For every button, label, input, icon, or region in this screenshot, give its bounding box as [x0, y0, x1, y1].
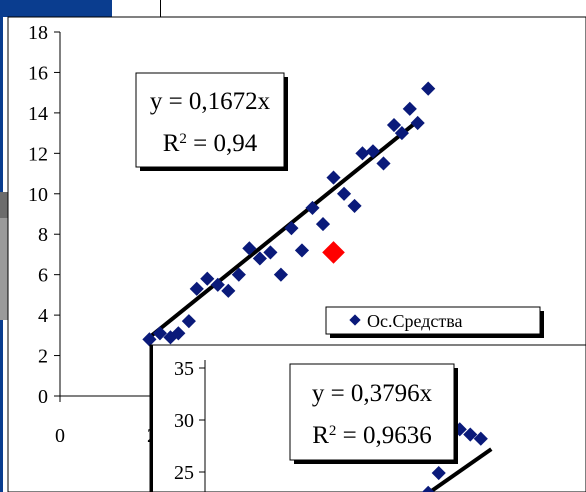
r2-text-secondary: R2 = 0,9636 [312, 422, 432, 449]
data-point [294, 243, 310, 258]
data-point [421, 81, 436, 96]
data-point [386, 117, 402, 133]
data-point [210, 277, 225, 292]
x-tick-label: 0 [55, 425, 65, 447]
data-point [347, 198, 362, 213]
data-point [284, 221, 299, 236]
data-point [263, 245, 278, 260]
scatter-chart-secondary: 35 30 25 y = 0,3796x R2 = 0,9636 [149, 344, 586, 492]
y-tick-label: 10 [28, 184, 48, 206]
data-point [305, 200, 320, 216]
background-blue-stripe [0, 17, 3, 192]
y-tick-label: 4 [38, 305, 48, 327]
data-point [242, 241, 257, 256]
background-title-bar [0, 0, 112, 17]
data-point [231, 267, 246, 282]
y-tick-label-secondary: 30 [174, 410, 194, 432]
trendline-secondary-line [426, 447, 493, 492]
points-main [142, 81, 436, 347]
y-tick-label: 16 [28, 62, 48, 84]
r2-text-main: R2 = 0,94 [163, 130, 258, 157]
data-point-secondary [421, 485, 436, 492]
y-tick-label: 8 [38, 224, 48, 246]
data-point [221, 283, 236, 298]
background-blue-stripe-lower [0, 320, 3, 492]
y-tick-label-secondary: 25 [174, 462, 194, 484]
data-point [355, 146, 370, 161]
data-point [336, 186, 352, 201]
y-tick-label: 6 [38, 265, 48, 287]
data-point [394, 126, 409, 141]
data-point [326, 170, 341, 185]
legend-label: Ос.Средства [367, 311, 463, 331]
background-gray-panel-dark [0, 192, 10, 218]
equation-box-secondary: y = 0,3796x R2 = 0,9636 [289, 363, 458, 464]
data-point [365, 144, 381, 159]
y-ticks-main: 18 16 14 12 10 8 6 4 2 0 [28, 22, 60, 408]
y-tick-label: 0 [38, 386, 48, 408]
data-point [410, 115, 425, 131]
data-point-secondary [473, 431, 488, 446]
y-tick-label-secondary: 35 [174, 358, 194, 380]
y-ticks-secondary: 35 30 25 [174, 358, 205, 484]
y-tick-label: 14 [28, 103, 48, 125]
legend-main: Ос.Средства [325, 306, 544, 338]
y-tick-label: 2 [38, 346, 48, 368]
equation-box-main: y = 0,1672x R2 = 0,94 [135, 72, 288, 171]
data-point [171, 326, 186, 341]
data-point [376, 156, 391, 171]
data-point [200, 271, 215, 286]
trendline-secondary [426, 447, 493, 492]
data-point [142, 332, 157, 347]
y-tick-label: 12 [28, 143, 48, 165]
divider-line [160, 0, 161, 17]
y-tick-label: 18 [28, 22, 48, 44]
data-point [273, 267, 288, 282]
data-point-secondary [463, 427, 478, 442]
data-point [252, 251, 267, 266]
equation-text-main: y = 0,1672x [150, 88, 271, 115]
data-point [315, 217, 331, 232]
data-point-secondary [431, 465, 446, 481]
data-point [152, 326, 168, 341]
data-point [181, 314, 196, 329]
background-gray-panel [0, 192, 10, 320]
data-point [189, 281, 204, 296]
legend-marker [349, 314, 361, 326]
equation-text-secondary: y = 0,3796x [312, 380, 433, 407]
data-point [402, 101, 417, 116]
